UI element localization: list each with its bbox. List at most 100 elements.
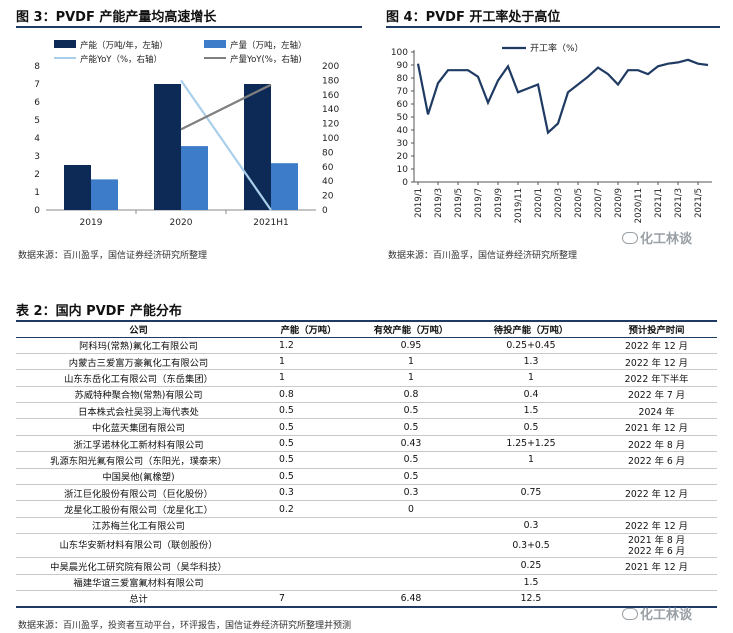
- category-label: 2020: [170, 218, 193, 228]
- cell-effective: [356, 557, 466, 575]
- cell-pending: 0.4: [466, 386, 596, 404]
- x-tick-label: 2019/7: [474, 188, 484, 218]
- cell-effective: 0.5: [356, 402, 466, 420]
- table-row: 江苏梅兰化工有限公司 0.3 2022 年 12 月: [16, 517, 717, 535]
- x-tick-label: 2019/9: [494, 188, 504, 218]
- cell-capacity: 1: [261, 353, 356, 371]
- y-tick-label: 40: [397, 126, 409, 136]
- cell-time: 2021 年 12 月: [596, 557, 717, 575]
- cell-effective: 0.8: [356, 386, 466, 404]
- left-tick-label: 8: [34, 62, 40, 72]
- cell-company: 总计: [16, 590, 261, 608]
- cell-capacity: [261, 557, 356, 575]
- header-effective-capacity: 有效产能（万吨）: [356, 320, 466, 338]
- cell-pending: 0.3: [466, 517, 596, 535]
- cell-effective: 6.48: [356, 590, 466, 608]
- cell-time: 2022 年 12 月: [596, 484, 717, 502]
- x-tick-label: 2020/7: [594, 188, 604, 218]
- capacity-bar: [154, 84, 181, 210]
- capacity-table: 公司 产能（万吨） 有效产能（万吨） 待投产能（万吨） 预计投产时间 阿科玛(常…: [16, 320, 717, 608]
- right-tick-label: 140: [322, 105, 339, 115]
- cell-effective: 1: [356, 369, 466, 387]
- cell-capacity: [261, 533, 356, 559]
- cell-company: 龙星化工股份有限公司（龙星化工）: [16, 500, 261, 518]
- cell-effective: 0.5: [356, 451, 466, 469]
- cell-pending: 0.75: [466, 484, 596, 502]
- cell-effective: 0.3: [356, 484, 466, 502]
- legend-label-production_yoy: 产量YoY(%，右轴): [230, 54, 302, 65]
- fig3-source: 数据来源：百川盈孚，国信证券经济研究所整理: [18, 251, 208, 261]
- table-row: 福建华谊三爱富氟材料有限公司 1.5: [16, 574, 717, 591]
- legend-label: 开工率（%）: [530, 42, 584, 54]
- cell-pending: 1.25+1.25: [466, 435, 596, 453]
- cell-capacity: 0.3: [261, 484, 356, 502]
- cell-capacity: 0.5: [261, 435, 356, 453]
- cell-pending: 0.3+0.5: [466, 533, 596, 559]
- cell-capacity: 1.2: [261, 337, 356, 354]
- cell-time: 2022 年 12 月: [596, 353, 717, 371]
- cell-company: 苏威特种聚合物(常熟)有限公司: [16, 386, 261, 404]
- right-tick-label: 100: [322, 134, 339, 144]
- cell-effective: [356, 517, 466, 535]
- x-tick-label: 2020/11: [634, 188, 644, 223]
- fig4-title: 图 4：PVDF 开工率处于高位: [386, 10, 561, 25]
- cell-company: 乳源东阳光氟有限公司（东阳光，璞泰来）: [16, 451, 261, 469]
- cell-capacity: 1: [261, 369, 356, 387]
- production-bar: [181, 146, 208, 210]
- cell-time: [596, 574, 717, 591]
- watermark-bottom: 化工林谈: [622, 604, 692, 623]
- fig4-source: 数据来源：百川盈孚，国信证券经济研究所整理: [388, 251, 578, 261]
- table-row: 日本株式会社吴羽上海代表处 0.5 0.5 1.5 2024 年: [16, 402, 717, 420]
- y-tick-label: 60: [397, 100, 409, 110]
- x-tick-label: 2021/3: [674, 188, 684, 218]
- left-tick-label: 2: [34, 170, 40, 180]
- capacity-bar: [64, 165, 91, 210]
- production-bar: [91, 179, 118, 210]
- cell-pending: 12.5: [466, 590, 596, 608]
- header-expected-time: 预计投产时间: [596, 320, 717, 338]
- cell-pending: 1.5: [466, 402, 596, 420]
- cell-company: 内蒙古三爱富万豪氟化工有限公司: [16, 353, 261, 371]
- legend-label-production: 产量（万吨，左轴）: [230, 40, 307, 51]
- table-row: 中国昊他(氟橡塑) 0.5 0.5: [16, 468, 717, 486]
- right-tick-label: 60: [322, 163, 334, 173]
- right-tick-label: 0: [322, 206, 328, 216]
- x-tick-label: 2020/1: [534, 188, 544, 218]
- x-tick-label: 2019/1: [414, 188, 424, 218]
- cell-time: [596, 590, 717, 608]
- cell-effective: [356, 574, 466, 591]
- wechat-icon: [622, 232, 638, 244]
- x-tick-label: 2019/5: [454, 188, 464, 218]
- cell-pending: 1.3: [466, 353, 596, 371]
- y-tick-label: 10: [397, 165, 409, 175]
- header-pending-capacity: 待投产能（万吨）: [466, 320, 596, 338]
- right-tick-label: 180: [322, 76, 339, 86]
- left-tick-label: 0: [34, 206, 40, 216]
- x-tick-label: 2019/11: [514, 188, 524, 223]
- right-tick-label: 40: [322, 177, 334, 187]
- cell-pending: 0.5: [466, 418, 596, 436]
- cell-time: 2022 年 12 月: [596, 517, 717, 535]
- left-tick-label: 4: [34, 134, 40, 144]
- cell-effective: 0.5: [356, 468, 466, 486]
- cell-pending: 0.25+0.45: [466, 337, 596, 354]
- table-row: 苏威特种聚合物(常熟)有限公司 0.8 0.8 0.4 2022 年 7 月: [16, 386, 717, 404]
- cell-effective: 1: [356, 353, 466, 371]
- cell-effective: 0: [356, 500, 466, 518]
- cell-company: 中国昊他(氟橡塑): [16, 468, 261, 486]
- cell-company: 浙江孚诺林化工新材料有限公司: [16, 435, 261, 453]
- cell-time: 2022 年 8 月: [596, 435, 717, 453]
- cell-capacity: 0.5: [261, 468, 356, 486]
- fig3-title: 图 3：PVDF 产能产量均高速增长: [16, 10, 217, 25]
- y-tick-label: 90: [397, 61, 409, 71]
- table-row: 中化蓝天集团有限公司 0.5 0.5 0.5 2021 年 12 月: [16, 418, 717, 436]
- table-row: 山东华安新材料有限公司（联创股份） 0.3+0.5 2021 年 8 月 2022 …: [16, 533, 717, 559]
- x-tick-label: 2021/5: [694, 188, 704, 218]
- cell-capacity: [261, 517, 356, 535]
- y-tick-label: 0: [402, 178, 408, 188]
- cell-company: 中昊晨光化工研究院有限公司（昊华科技）: [16, 557, 261, 575]
- category-label: 2019: [80, 218, 103, 228]
- left-tick-label: 5: [34, 116, 40, 126]
- table-row: 龙星化工股份有限公司（龙星化工） 0.2 0: [16, 500, 717, 518]
- cell-time: 2024 年: [596, 402, 717, 420]
